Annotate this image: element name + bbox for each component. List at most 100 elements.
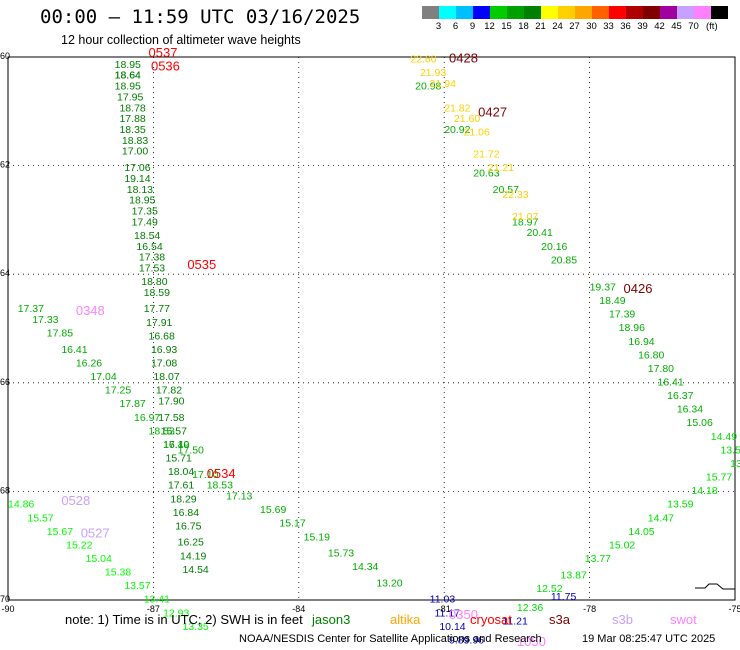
wave-height-label: 15.22	[66, 539, 92, 551]
latitude-tick-label: -62	[0, 160, 10, 170]
color-scale-label: 9	[469, 21, 476, 32]
wave-height-label: 18.97	[512, 216, 538, 228]
wave-height-label: 15.04	[86, 553, 112, 565]
wave-height-label: 16.34	[677, 404, 703, 416]
wave-height-label: 13.20	[376, 577, 402, 589]
mission-legend-item: swot	[670, 612, 697, 627]
color-scale-label: 39	[637, 21, 648, 32]
wave-height-label: 17.58	[158, 412, 184, 424]
pass-number-label: 0427	[478, 105, 507, 120]
wave-height-label: 17.13	[226, 491, 252, 503]
wave-height-label: 18.13	[127, 184, 153, 196]
wave-height-label: 13.59	[667, 499, 693, 511]
generated-timestamp: 19 Mar 08:25:47 UTC 2025	[582, 633, 716, 645]
color-swatch	[507, 6, 524, 19]
wave-height-label: 16.68	[149, 330, 175, 342]
color-swatch	[694, 6, 711, 19]
color-scale-label: 70	[688, 21, 699, 32]
wave-height-label: 10.14	[439, 621, 465, 633]
wave-height-label: 13.56	[720, 444, 740, 456]
mission-legend-item: s3b	[612, 612, 633, 627]
wave-height-label: 15.17	[279, 518, 305, 530]
wave-height-label: 17.85	[47, 328, 73, 340]
wave-height-label: 17.35	[132, 205, 158, 217]
wave-height-label: 16.54	[136, 241, 162, 253]
wave-height-label: 18.80	[141, 276, 167, 288]
wave-height-label: 22.33	[502, 189, 528, 201]
wave-height-label: 20.41	[527, 227, 553, 239]
page-subtitle: 12 hour collection of altimeter wave hei…	[61, 33, 301, 47]
wave-height-label: 18.53	[207, 480, 233, 492]
wave-height-label: 17.53	[139, 262, 165, 274]
color-scale-label: 24	[552, 21, 563, 32]
color-swatch	[473, 6, 490, 19]
pass-number-label: 0534	[207, 466, 236, 481]
wave-height-label: 18.53	[149, 425, 175, 437]
color-scale-label: 6	[452, 21, 459, 32]
color-swatch	[626, 6, 643, 19]
wave-height-label: 17.37	[18, 303, 44, 315]
wave-height-label: 21.21	[488, 162, 514, 174]
color-swatch	[711, 6, 728, 19]
wave-height-label: 16.94	[628, 336, 654, 348]
wave-height-label: 18.95	[115, 59, 141, 71]
pass-number-label: 0528	[61, 493, 90, 508]
page-title: 00:00 – 11:59 UTC 03/16/2025	[40, 6, 361, 28]
wave-height-label: 14.47	[648, 512, 674, 524]
color-swatch	[660, 6, 677, 19]
wave-height-label: 17.82	[156, 385, 182, 397]
color-scale-label: 27	[569, 21, 580, 32]
wave-height-label: 17.49	[163, 439, 189, 451]
wave-height-label: 15.67	[47, 526, 73, 538]
wave-height-label: 20.92	[444, 124, 470, 136]
wave-height-label: 14.34	[352, 561, 378, 573]
wave-height-label: 16.80	[638, 349, 664, 361]
wave-height-label: 18.07	[153, 371, 179, 383]
map-frame	[7, 56, 736, 601]
wave-height-label: 18.35	[119, 124, 145, 136]
wave-height-label: 18.54	[134, 230, 160, 242]
wave-height-label: 17.95	[117, 91, 143, 103]
wave-height-label: 17.91	[146, 317, 172, 329]
wave-height-label: 21.94	[430, 78, 456, 90]
wave-height-label: 16.41	[61, 344, 87, 356]
wave-height-label: 17.49	[132, 216, 158, 228]
wave-height-label: 13.35	[182, 621, 208, 633]
color-scale-label: 12	[484, 21, 495, 32]
pass-number-label: 0348	[76, 303, 105, 318]
pass-number-label: 0428	[449, 50, 478, 65]
wave-height-label: 17.39	[609, 309, 635, 321]
wave-height-label: 15.73	[328, 548, 354, 560]
wave-height-label: 13.32	[730, 458, 740, 470]
wave-height-label: 17.38	[139, 252, 165, 264]
wave-height-label: 14.49	[711, 431, 737, 443]
wave-height-label: 21.72	[473, 148, 499, 160]
mission-legend-item: s3a	[549, 612, 570, 627]
longitude-tick-label: -78	[583, 604, 596, 614]
color-swatch	[490, 6, 507, 19]
wave-height-label: 18.59	[144, 287, 170, 299]
color-swatch	[609, 6, 626, 19]
wave-height-label: 15.02	[609, 539, 635, 551]
wave-height-label: 15.38	[105, 567, 131, 579]
coastline	[695, 583, 735, 590]
wave-height-label: 16.10	[163, 439, 189, 451]
credit-text: NOAA/NESDIS Center for Satellite Applica…	[239, 633, 542, 645]
color-swatch	[524, 6, 541, 19]
wave-height-label: 18.95	[115, 81, 141, 93]
wave-height-label: 20.98	[415, 81, 441, 93]
wave-height-label: 21.93	[420, 67, 446, 79]
wave-height-label: 11.75	[551, 591, 577, 603]
wave-height-label: 18.64	[115, 70, 141, 82]
wave-height-label: 17.06	[124, 162, 150, 174]
wave-height-label: 18.78	[119, 102, 145, 114]
pass-number-label: 0536	[151, 59, 180, 74]
wave-height-label: 18.04	[168, 466, 194, 478]
pass-number-label: 0535	[187, 257, 216, 272]
color-scale-label: 36	[620, 21, 631, 32]
wave-height-label: 16.93	[151, 344, 177, 356]
wave-height-label: 11.03	[430, 594, 456, 606]
latitude-tick-label: -68	[0, 485, 10, 495]
wave-height-label: 16.26	[76, 358, 102, 370]
